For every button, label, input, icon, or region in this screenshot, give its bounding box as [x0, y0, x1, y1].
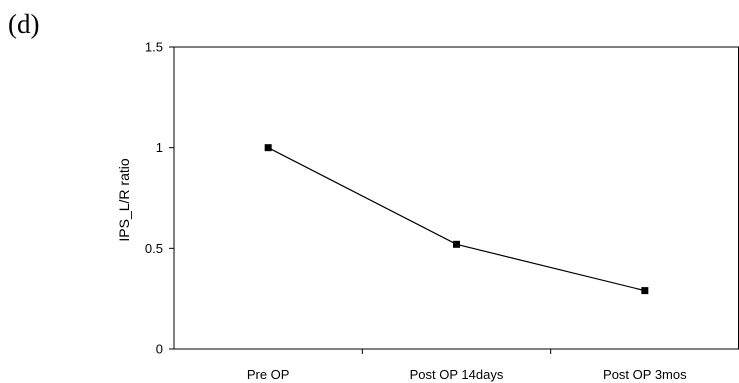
axes: [173, 46, 739, 350]
x-tick-label: Post OP 14days: [410, 367, 504, 382]
panel-label: (d): [8, 9, 39, 39]
y-tick-label: 1.5: [145, 40, 163, 55]
series-line: [267, 147, 645, 292]
data-point: [641, 287, 649, 295]
y-axis-title: IPS_L/R ratio: [116, 158, 132, 241]
y-tick-label: 0: [156, 342, 163, 357]
y-tick-label: 0.5: [145, 241, 163, 256]
y-ticks: 0 0.5 1 1.5: [145, 40, 174, 357]
x-ticks: Pre OP Post OP 14days Post OP 3mos: [247, 349, 687, 382]
data-point: [264, 144, 272, 152]
y-tick-label: 1: [156, 140, 163, 155]
data-point: [453, 240, 460, 248]
x-tick-label: Pre OP: [247, 367, 290, 382]
series-group: [264, 144, 649, 295]
x-tick-label: Post OP 3mos: [603, 367, 687, 382]
